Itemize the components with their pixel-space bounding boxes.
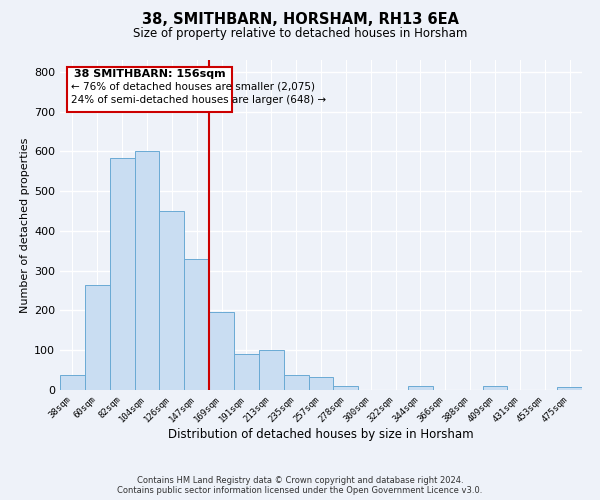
Text: 38, SMITHBARN, HORSHAM, RH13 6EA: 38, SMITHBARN, HORSHAM, RH13 6EA — [142, 12, 458, 28]
Bar — [60, 376, 85, 390]
Bar — [160, 211, 184, 390]
Bar — [334, 386, 358, 390]
Y-axis label: Number of detached properties: Number of detached properties — [20, 138, 30, 312]
Text: Size of property relative to detached houses in Horsham: Size of property relative to detached ho… — [133, 28, 467, 40]
Text: 24% of semi-detached houses are larger (648) →: 24% of semi-detached houses are larger (… — [71, 95, 326, 105]
FancyBboxPatch shape — [67, 67, 232, 112]
Bar — [259, 350, 284, 390]
Bar — [408, 386, 433, 390]
X-axis label: Distribution of detached houses by size in Horsham: Distribution of detached houses by size … — [168, 428, 474, 441]
Bar — [234, 354, 259, 390]
Bar — [184, 259, 209, 390]
Bar — [209, 312, 234, 390]
Bar — [85, 284, 110, 390]
Text: Contains public sector information licensed under the Open Government Licence v3: Contains public sector information licen… — [118, 486, 482, 495]
Bar — [557, 387, 582, 390]
Bar — [482, 386, 508, 390]
Bar — [308, 378, 334, 390]
Bar — [110, 158, 134, 390]
Text: 38 SMITHBARN: 156sqm: 38 SMITHBARN: 156sqm — [74, 68, 225, 78]
Bar — [284, 376, 308, 390]
Text: Contains HM Land Registry data © Crown copyright and database right 2024.: Contains HM Land Registry data © Crown c… — [137, 476, 463, 485]
Text: ← 76% of detached houses are smaller (2,075): ← 76% of detached houses are smaller (2,… — [71, 82, 315, 92]
Bar — [134, 152, 160, 390]
